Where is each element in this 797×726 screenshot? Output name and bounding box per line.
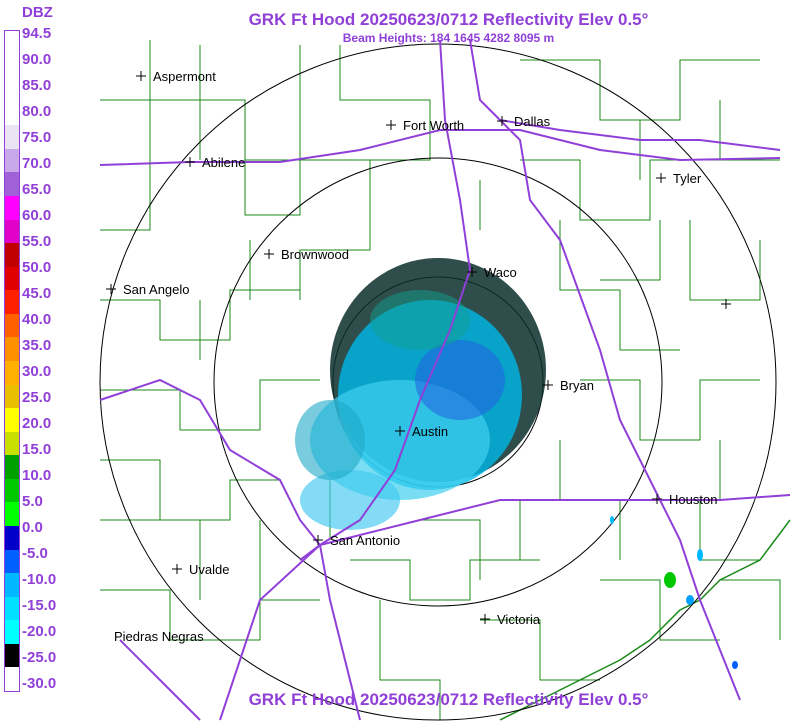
legend-tick: -10.0 [22,571,57,588]
legend-swatch [5,384,19,409]
legend-tick: 10.0 [22,467,52,484]
legend-swatch [5,243,19,268]
city-label: San Angelo [123,282,190,297]
city-label: Brownwood [281,247,349,262]
legend-tick: 90.0 [22,51,52,68]
legend-tick: 0.0 [22,519,43,536]
legend-tick: 45.0 [22,285,52,302]
city-marker [313,535,323,545]
reflectivity-echoes [295,258,738,669]
legend-swatch [5,219,19,244]
coastline [499,519,791,721]
beam-heights: Beam Heights: 184 1645 4282 8095 m [342,31,555,45]
highways [99,39,791,721]
legend-tick: 55.0 [22,233,52,250]
city-label: Victoria [497,612,541,627]
city-marker [172,564,182,574]
city-marker [543,380,553,390]
city-marker [106,284,116,294]
legend-tick: 94.5 [22,25,52,42]
legend-tick: -20.0 [22,623,57,640]
city-marker [467,267,477,277]
legend-swatch [5,667,19,692]
legend-swatch [5,361,19,386]
legend-swatch [5,313,19,338]
legend-swatch [5,643,19,668]
legend-swatch [5,455,19,480]
legend-swatch [5,266,19,291]
legend-swatch [5,101,19,126]
legend-swatch [5,573,19,598]
legend-swatch [5,125,19,150]
city-labels: Aspermont Fort Worth Dallas Abilene Tyler Bro… [114,69,717,644]
legend-unit: DBZ [22,4,53,21]
legend-tick: 5.0 [22,493,43,510]
legend-swatch [5,54,19,79]
city-marker [480,614,490,624]
county-lines [100,40,781,720]
footer-title: GRK Ft Hood 20250623/0712 Reflectivity E… [248,690,649,709]
city-marker [386,120,396,130]
city-marker [721,299,731,309]
legend-color-bar [4,30,20,692]
city-label: Bryan [560,378,594,393]
city-marker [656,173,666,183]
legend-swatch [5,172,19,197]
city-label: Piedras Negras [114,629,204,644]
city-markers [106,71,731,624]
city-marker [395,426,405,436]
legend-tick: 65.0 [22,181,52,198]
city-marker [185,157,195,167]
legend-swatch [5,31,19,56]
legend-swatch [5,549,19,574]
legend-tick: 25.0 [22,389,52,406]
legend-tick: 40.0 [22,311,52,328]
legend-tick: 80.0 [22,103,52,120]
legend-swatch [5,408,19,433]
city-label: Tyler [673,171,702,186]
legend-tick: 50.0 [22,259,52,276]
legend-swatch [5,337,19,362]
city-label: Austin [412,424,448,439]
legend-tick: 70.0 [22,155,52,172]
city-label: Uvalde [189,562,229,577]
city-label: San Antonio [330,533,400,548]
legend-tick: 30.0 [22,363,52,380]
legend-tick: 60.0 [22,207,52,224]
dbz-legend: DBZ 94.5 90.0 85.0 80.0 75.0 70.0 65.0 60.0 55.0… [0,0,100,726]
city-marker [652,494,662,504]
legend-swatch [5,78,19,103]
legend-tick: -15.0 [22,597,57,614]
city-label: Houston [669,492,717,507]
city-marker [136,71,146,81]
legend-tick: 85.0 [22,77,52,94]
legend-tick: 20.0 [22,415,52,432]
city-label: Fort Worth [403,118,464,133]
city-marker [497,116,507,126]
legend-tick: -25.0 [22,649,57,666]
legend-tick: -30.0 [22,675,57,692]
legend-swatch [5,526,19,551]
legend-swatch [5,148,19,173]
legend-swatch [5,431,19,456]
city-label: Aspermont [153,69,216,84]
legend-tick: 15.0 [22,441,52,458]
city-label: Dallas [514,114,551,129]
legend-tick: -5.0 [22,545,48,562]
city-label: Waco [484,265,517,280]
legend-swatch [5,196,19,221]
legend-tick: 35.0 [22,337,52,354]
page-title: GRK Ft Hood 20250623/0712 Reflectivity E… [248,10,649,29]
legend-swatch [5,478,19,503]
legend-swatch [5,596,19,621]
legend-swatch [5,290,19,315]
legend-swatch [5,502,19,527]
city-label: Abilene [202,155,245,170]
legend-tick: 75.0 [22,129,52,146]
city-marker [264,249,274,259]
legend-swatch [5,620,19,645]
